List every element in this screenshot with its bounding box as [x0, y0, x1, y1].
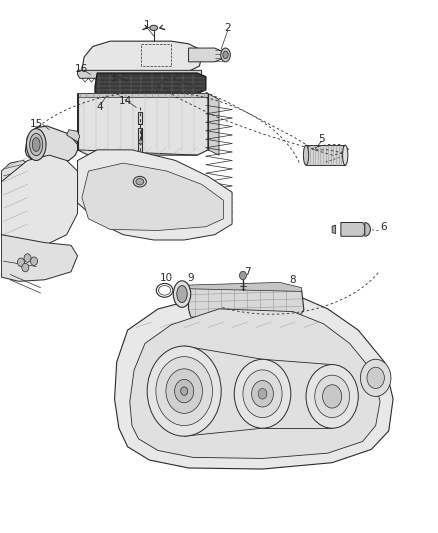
Ellipse shape — [32, 138, 40, 151]
Circle shape — [181, 387, 187, 395]
Polygon shape — [341, 222, 365, 236]
Ellipse shape — [30, 133, 43, 156]
Wedge shape — [365, 222, 371, 236]
Circle shape — [252, 381, 273, 407]
Polygon shape — [1, 235, 78, 281]
Text: 3: 3 — [109, 73, 116, 83]
Polygon shape — [188, 282, 302, 292]
Polygon shape — [130, 309, 380, 458]
Text: 8: 8 — [290, 274, 296, 285]
Circle shape — [240, 271, 247, 280]
Circle shape — [175, 379, 194, 403]
Polygon shape — [25, 126, 78, 165]
Polygon shape — [208, 94, 219, 155]
Circle shape — [24, 254, 31, 262]
Ellipse shape — [173, 281, 191, 308]
Circle shape — [234, 359, 291, 428]
Text: 16: 16 — [75, 64, 88, 74]
Text: 6: 6 — [380, 222, 387, 232]
Polygon shape — [1, 155, 78, 245]
Text: 5: 5 — [318, 134, 325, 144]
Ellipse shape — [133, 176, 146, 187]
Text: 7: 7 — [244, 267, 251, 277]
Polygon shape — [188, 48, 223, 62]
Polygon shape — [115, 293, 393, 469]
Polygon shape — [1, 160, 30, 197]
Ellipse shape — [26, 128, 46, 160]
Circle shape — [243, 370, 282, 418]
Ellipse shape — [150, 25, 158, 30]
Circle shape — [31, 257, 38, 265]
Circle shape — [22, 263, 29, 272]
Polygon shape — [332, 225, 336, 233]
Ellipse shape — [136, 179, 144, 185]
Ellipse shape — [223, 51, 228, 59]
Text: 14: 14 — [119, 96, 132, 106]
Circle shape — [322, 385, 342, 408]
Ellipse shape — [221, 48, 230, 62]
Text: 4: 4 — [96, 102, 102, 112]
Ellipse shape — [177, 286, 187, 303]
Circle shape — [258, 389, 267, 399]
Text: 10: 10 — [159, 273, 173, 283]
Polygon shape — [78, 150, 232, 240]
Text: 15: 15 — [30, 119, 43, 130]
Circle shape — [166, 369, 202, 414]
Circle shape — [147, 346, 221, 436]
Polygon shape — [67, 130, 80, 142]
Polygon shape — [82, 41, 201, 75]
Text: 9: 9 — [187, 273, 194, 283]
Ellipse shape — [304, 145, 309, 165]
Polygon shape — [188, 285, 304, 322]
Ellipse shape — [343, 145, 348, 165]
Circle shape — [360, 359, 391, 397]
Circle shape — [18, 258, 25, 266]
Polygon shape — [95, 73, 206, 94]
Circle shape — [306, 365, 358, 428]
Ellipse shape — [138, 140, 143, 144]
Circle shape — [156, 357, 212, 425]
Polygon shape — [78, 70, 201, 78]
Text: 1: 1 — [144, 20, 151, 30]
Polygon shape — [78, 93, 208, 97]
Polygon shape — [306, 145, 345, 165]
Polygon shape — [78, 94, 208, 155]
Circle shape — [315, 375, 350, 418]
Polygon shape — [82, 163, 223, 230]
Circle shape — [367, 367, 385, 389]
Text: 2: 2 — [224, 23, 231, 33]
